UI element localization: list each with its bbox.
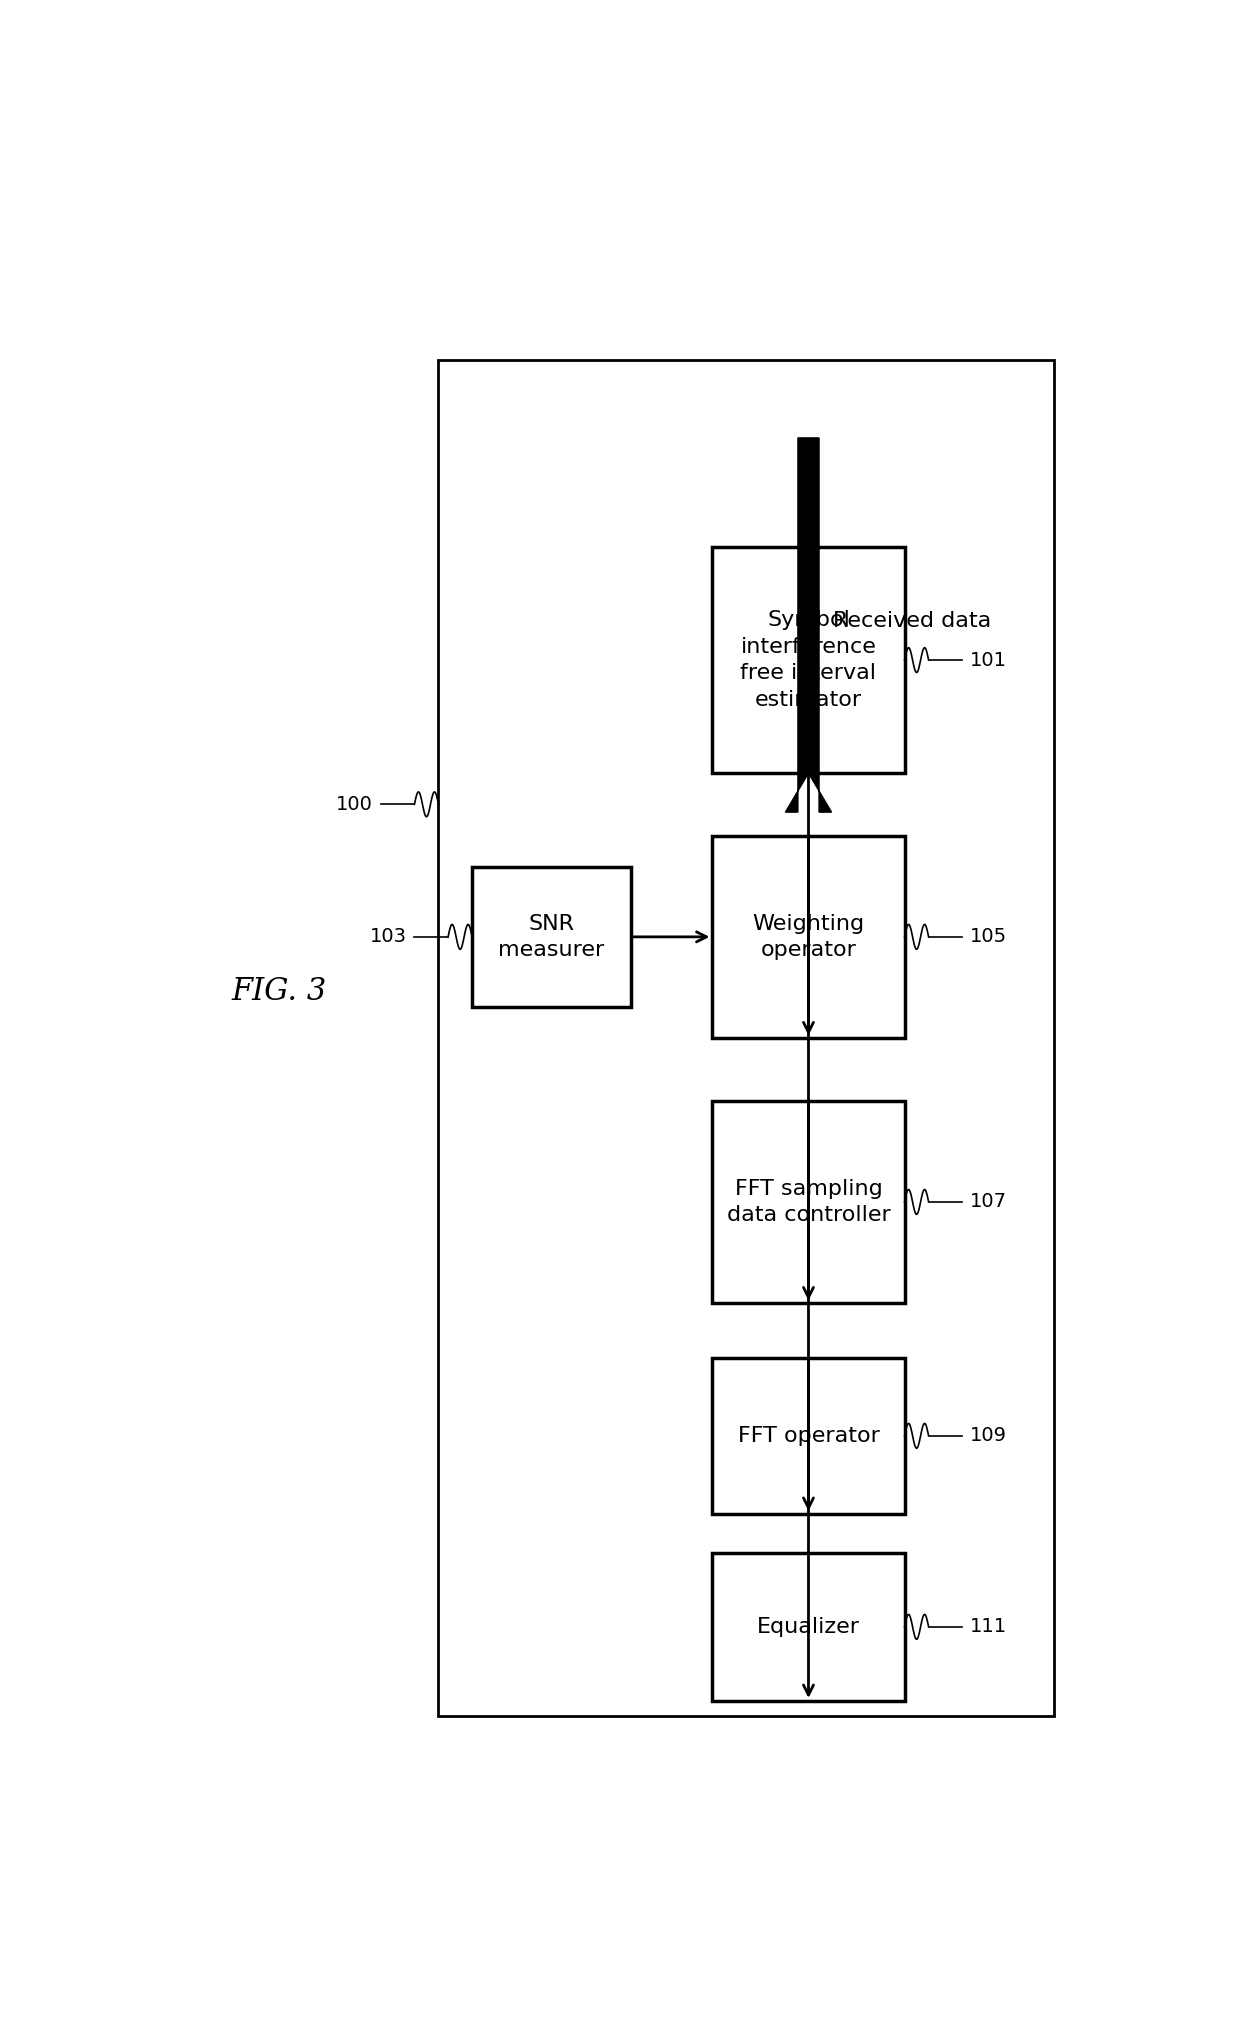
Text: 101: 101 <box>970 650 1007 670</box>
Text: 103: 103 <box>370 927 407 946</box>
Bar <box>713 1553 905 1701</box>
Text: FFT sampling
data controller: FFT sampling data controller <box>727 1179 890 1225</box>
Text: FIG. 3: FIG. 3 <box>232 976 327 1006</box>
Text: Symbol
interference
free interval
estimator: Symbol interference free interval estima… <box>740 610 877 709</box>
Text: Received data: Received data <box>832 612 991 632</box>
Text: 107: 107 <box>970 1193 1007 1211</box>
Bar <box>713 1102 905 1304</box>
Bar <box>439 360 1054 1717</box>
Bar <box>713 836 905 1039</box>
Text: 100: 100 <box>336 796 373 814</box>
Bar <box>472 867 631 1006</box>
Text: 111: 111 <box>970 1618 1007 1636</box>
Bar <box>713 1359 905 1515</box>
Polygon shape <box>785 437 832 812</box>
Text: Equalizer: Equalizer <box>756 1616 861 1636</box>
Text: 105: 105 <box>970 927 1007 946</box>
Text: FFT operator: FFT operator <box>738 1426 879 1446</box>
Text: 109: 109 <box>970 1426 1007 1446</box>
Bar <box>713 547 905 774</box>
Text: SNR
measurer: SNR measurer <box>498 913 605 960</box>
Text: Weighting
operator: Weighting operator <box>753 913 864 960</box>
